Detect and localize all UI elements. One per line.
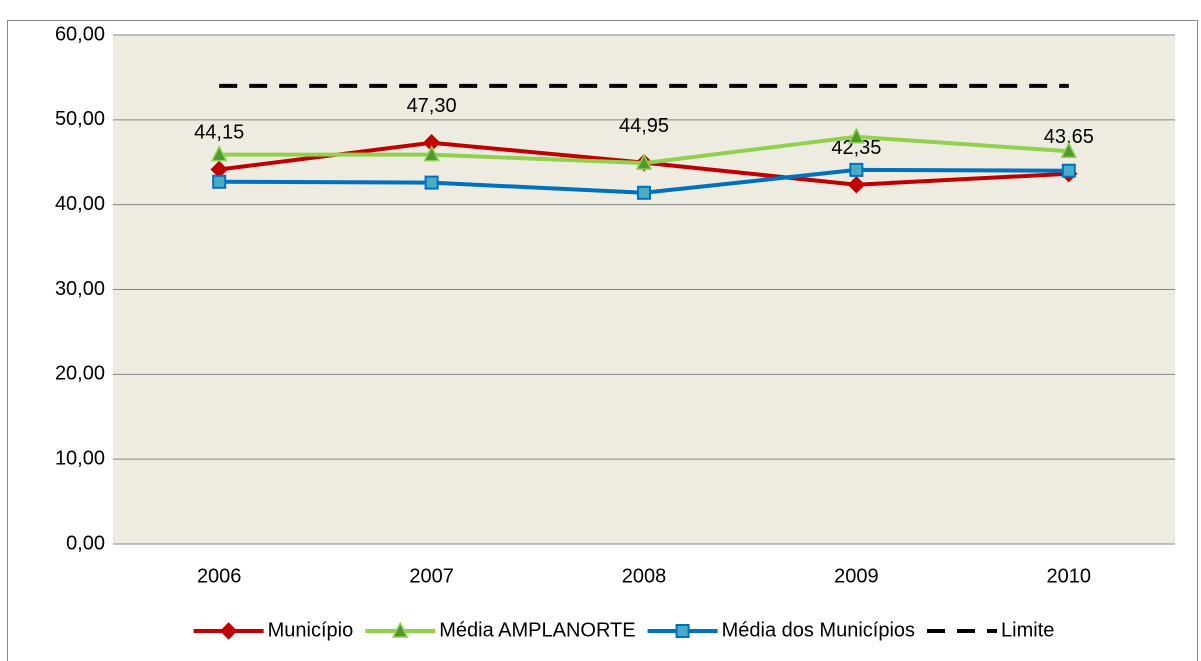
y-tick-label: 60,00: [55, 23, 105, 45]
data-label: 44,15: [194, 122, 244, 144]
data-label: 43,65: [1044, 126, 1094, 148]
x-tick-label: 2008: [622, 565, 667, 587]
marker: [210, 144, 228, 162]
y-tick-label: 0,00: [66, 532, 105, 554]
y-tick-label: 40,00: [55, 193, 105, 215]
x-tick-label: 2007: [409, 565, 454, 587]
legend-label: Limite: [1001, 619, 1054, 641]
legend-label: Média dos Municípios: [722, 619, 915, 641]
y-tick-label: 30,00: [55, 278, 105, 300]
marker: [392, 621, 409, 638]
marker: [423, 144, 440, 162]
data-label: 42,35: [831, 137, 881, 159]
marker: [847, 176, 866, 194]
marker: [1060, 141, 1078, 158]
marker: [635, 153, 653, 170]
marker: [848, 127, 865, 144]
marker: [1061, 163, 1076, 178]
legend-label: Município: [268, 619, 354, 641]
marker: [212, 174, 227, 189]
legend-label: Média AMPLANORTE: [439, 619, 635, 641]
legend: Município Média AMPLANORTE Média dos Munic…: [193, 619, 1054, 641]
y-tick-label: 20,00: [55, 363, 105, 385]
marker: [849, 162, 864, 177]
data-label: 44,95: [619, 115, 669, 137]
x-tick-label: 2010: [1047, 565, 1092, 587]
data-label: 47,30: [407, 95, 457, 117]
x-tick-label: 2006: [197, 565, 242, 587]
marker: [424, 175, 439, 190]
marker: [637, 185, 651, 200]
y-tick-label: 10,00: [55, 447, 105, 469]
x-tick-label: 2009: [834, 565, 879, 587]
y-tick-label: 50,00: [55, 108, 105, 130]
marker: [675, 624, 690, 638]
marker: [219, 622, 238, 640]
